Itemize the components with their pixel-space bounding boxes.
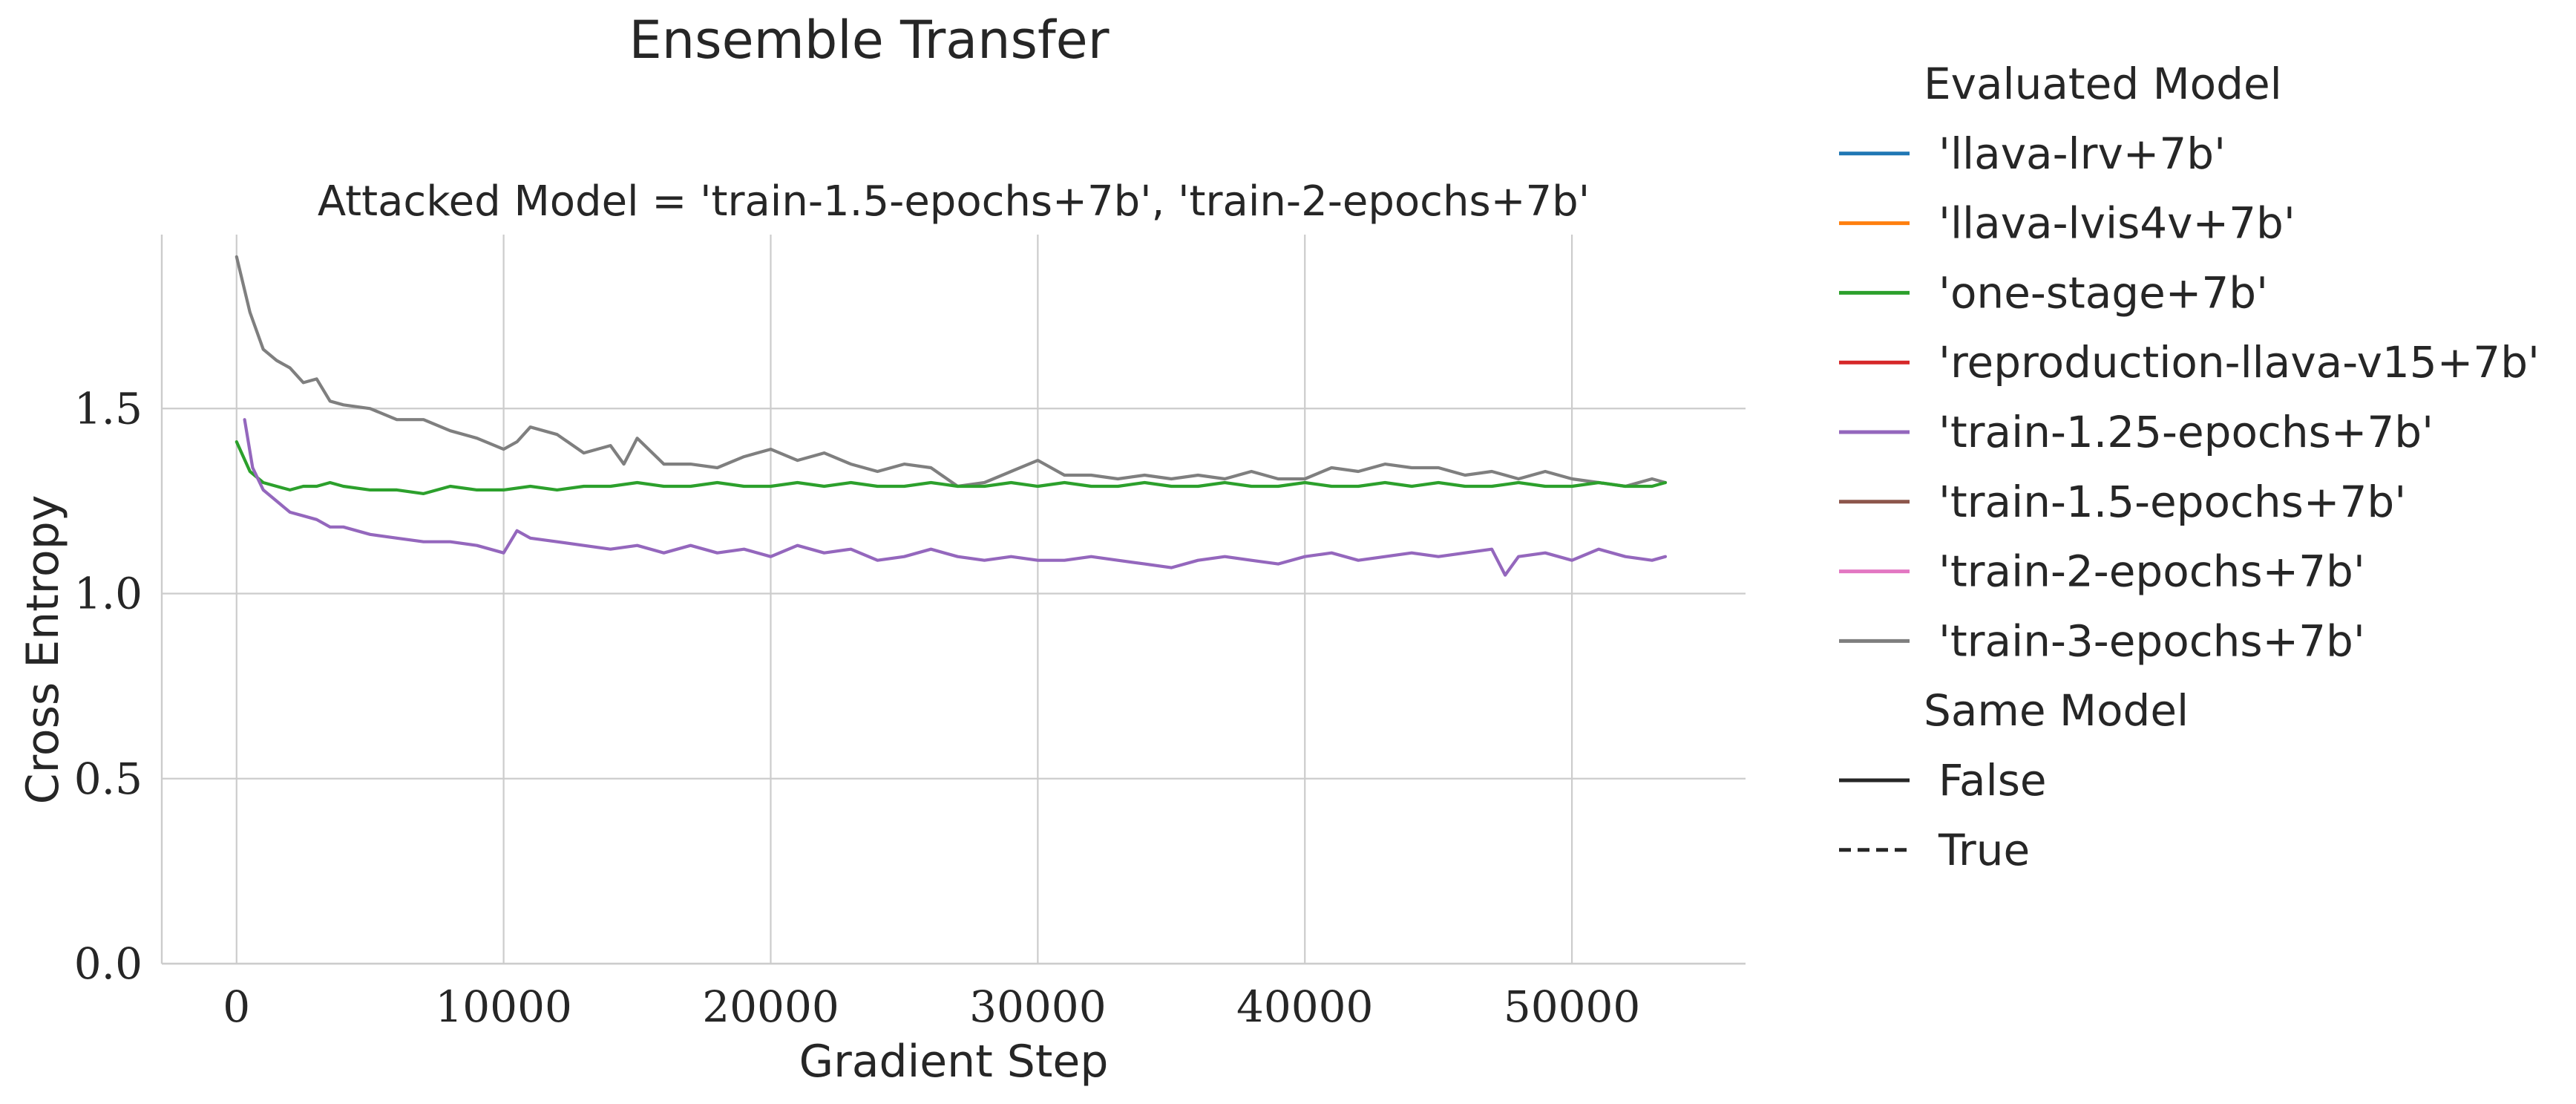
series-line: [235, 440, 1668, 496]
legend-title-hue: Evaluated Model: [1924, 59, 2282, 109]
x-tick-label: 50000: [1504, 981, 1641, 1032]
legend-label: 'reproduction-llava-v15+7b': [1938, 337, 2540, 388]
legend-label: 'train-3-epochs+7b': [1938, 615, 2365, 666]
x-tick-label: 30000: [969, 981, 1107, 1032]
legend-title-style: Same Model: [1924, 685, 2189, 736]
series-line: [235, 255, 1668, 489]
legend-label: 'train-2-epochs+7b': [1938, 546, 2365, 597]
y-tick-label: 0.5: [74, 754, 142, 804]
x-tick-label: 10000: [435, 981, 572, 1032]
y-tick-label: 1.0: [74, 569, 142, 619]
legend: Evaluated Model 'llava-lrv+7b' 'llava-lvis…: [1839, 59, 2540, 875]
grid: [162, 235, 1746, 965]
series-line: [243, 418, 1668, 577]
axes: [160, 235, 1746, 965]
series-lines: [235, 255, 1668, 577]
legend-label: False: [1938, 755, 2047, 806]
x-tick-label: 20000: [702, 981, 839, 1032]
y-tick-label: 1.5: [74, 383, 142, 434]
legend-label: 'one-stage+7b': [1938, 267, 2268, 318]
y-tick-labels: 0.0 0.5 1.0 1.5: [74, 383, 142, 989]
legend-label: 'llava-lrv+7b': [1938, 128, 2226, 179]
y-axis-label: Cross Entropy: [17, 495, 69, 805]
y-tick-label: 0.0: [74, 938, 142, 989]
chart-text: Ensemble Transfer Attacked Model = 'trai…: [17, 10, 1590, 1088]
x-tick-label: 0: [223, 981, 250, 1032]
x-axis-label: Gradient Step: [799, 1036, 1109, 1088]
chart-title: Ensemble Transfer: [629, 10, 1110, 71]
x-tick-label: 40000: [1236, 981, 1374, 1032]
legend-label: 'llava-lvis4v+7b': [1938, 198, 2295, 249]
x-tick-labels: 0 10000 20000 30000 40000 50000: [223, 981, 1640, 1032]
chart-subtitle: Attacked Model = 'train-1.5-epochs+7b', …: [318, 177, 1590, 226]
legend-label: 'train-1.25-epochs+7b': [1938, 407, 2434, 457]
legend-label: 'train-1.5-epochs+7b': [1938, 477, 2406, 527]
legend-label: True: [1938, 825, 2030, 875]
